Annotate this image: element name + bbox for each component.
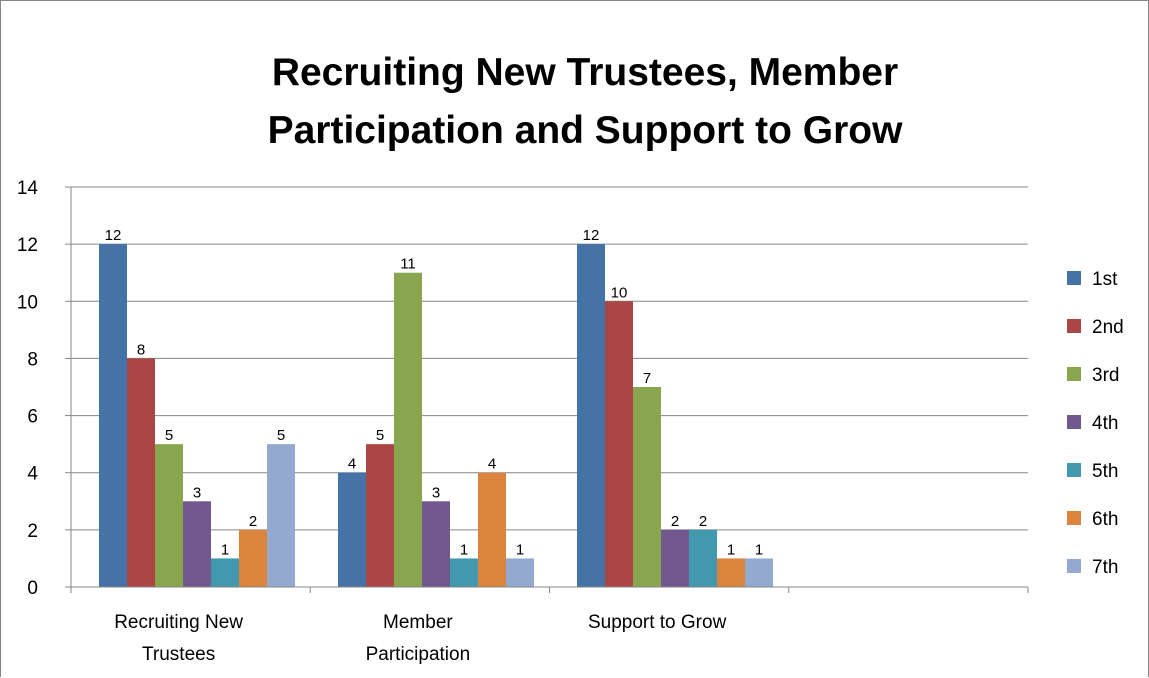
bar-6th-cat2 xyxy=(478,472,506,587)
data-label: 5 xyxy=(165,427,173,444)
data-label: 2 xyxy=(671,513,679,530)
data-label: 5 xyxy=(277,427,285,444)
legend-swatch-5th xyxy=(1067,463,1081,477)
bar-4th-cat1 xyxy=(183,501,211,587)
axes xyxy=(70,187,1028,588)
legend-label: 1st xyxy=(1092,269,1118,290)
bar-7th-cat1 xyxy=(267,444,295,587)
data-label: 12 xyxy=(105,227,122,244)
data-label: 5 xyxy=(376,427,384,444)
legend-swatch-7th xyxy=(1067,559,1081,573)
legend: 1st 2nd 3rd 4th 5th 6th 7th xyxy=(1067,269,1124,578)
chart-title-line-2: Participation and Support to Grow xyxy=(268,109,904,152)
y-axis-ticks: 0 2 4 6 8 10 12 14 xyxy=(17,178,71,599)
chart-title-line-1: Recruiting New Trustees, Member xyxy=(272,51,898,94)
y-tick-label: 4 xyxy=(27,464,38,485)
bar-1st-cat2 xyxy=(338,472,366,587)
data-label: 4 xyxy=(348,456,356,473)
category-label: Trustees xyxy=(142,644,215,665)
data-label: 1 xyxy=(460,541,468,558)
data-label: 7 xyxy=(643,370,651,387)
bars xyxy=(99,244,773,587)
data-label: 1 xyxy=(727,541,735,558)
y-tick-label: 12 xyxy=(17,235,38,256)
legend-label: 5th xyxy=(1092,461,1118,482)
bar-1st-cat1 xyxy=(99,244,127,587)
bar-3rd-cat1 xyxy=(155,444,183,587)
data-label: 8 xyxy=(137,341,145,358)
bar-5th-cat2 xyxy=(450,558,478,587)
bar-2nd-cat3 xyxy=(605,301,633,587)
bar-1st-cat3 xyxy=(577,244,605,587)
bar-2nd-cat1 xyxy=(127,358,155,587)
bar-4th-cat3 xyxy=(661,529,689,587)
legend-label: 2nd xyxy=(1092,317,1124,338)
legend-swatch-3rd xyxy=(1067,367,1081,381)
legend-swatch-6th xyxy=(1067,511,1081,525)
legend-swatch-4th xyxy=(1067,415,1081,429)
bar-3rd-cat3 xyxy=(633,387,661,587)
legend-label: 6th xyxy=(1092,509,1118,530)
legend-label: 7th xyxy=(1092,557,1118,578)
gridlines xyxy=(71,186,1028,531)
data-label: 3 xyxy=(432,484,440,501)
y-tick-label: 0 xyxy=(27,578,38,599)
data-label: 10 xyxy=(611,284,628,301)
data-label: 12 xyxy=(583,227,600,244)
bar-5th-cat1 xyxy=(211,558,239,587)
category-label: Recruiting New xyxy=(114,612,243,633)
bar-6th-cat3 xyxy=(717,558,745,587)
data-label: 4 xyxy=(488,456,496,473)
data-label: 1 xyxy=(755,541,763,558)
legend-swatch-2nd xyxy=(1067,319,1081,333)
data-label: 3 xyxy=(193,484,201,501)
category-label: Participation xyxy=(366,644,471,665)
y-tick-label: 6 xyxy=(27,407,38,428)
legend-label: 4th xyxy=(1092,413,1118,434)
bar-6th-cat1 xyxy=(239,529,267,587)
bar-7th-cat2 xyxy=(506,558,534,587)
data-label: 11 xyxy=(400,256,416,273)
bar-4th-cat2 xyxy=(422,501,450,587)
category-label: Member xyxy=(383,612,453,633)
data-label: 1 xyxy=(221,541,229,558)
y-tick-label: 8 xyxy=(27,349,38,370)
x-axis-categories: Recruiting New Trustees Member Participatio… xyxy=(70,587,1029,665)
data-label: 2 xyxy=(249,513,257,530)
y-tick-label: 10 xyxy=(17,292,38,313)
legend-label: 3rd xyxy=(1092,365,1119,386)
legend-swatch-1st xyxy=(1067,271,1081,285)
y-tick-label: 14 xyxy=(17,178,39,199)
bar-3rd-cat2 xyxy=(394,272,422,587)
data-label: 2 xyxy=(699,513,707,530)
bar-2nd-cat2 xyxy=(366,444,394,587)
category-label: Support to Grow xyxy=(588,612,727,633)
y-tick-label: 2 xyxy=(27,521,38,542)
data-label: 1 xyxy=(516,541,524,558)
bar-7th-cat3 xyxy=(745,558,773,587)
bar-5th-cat3 xyxy=(689,529,717,587)
